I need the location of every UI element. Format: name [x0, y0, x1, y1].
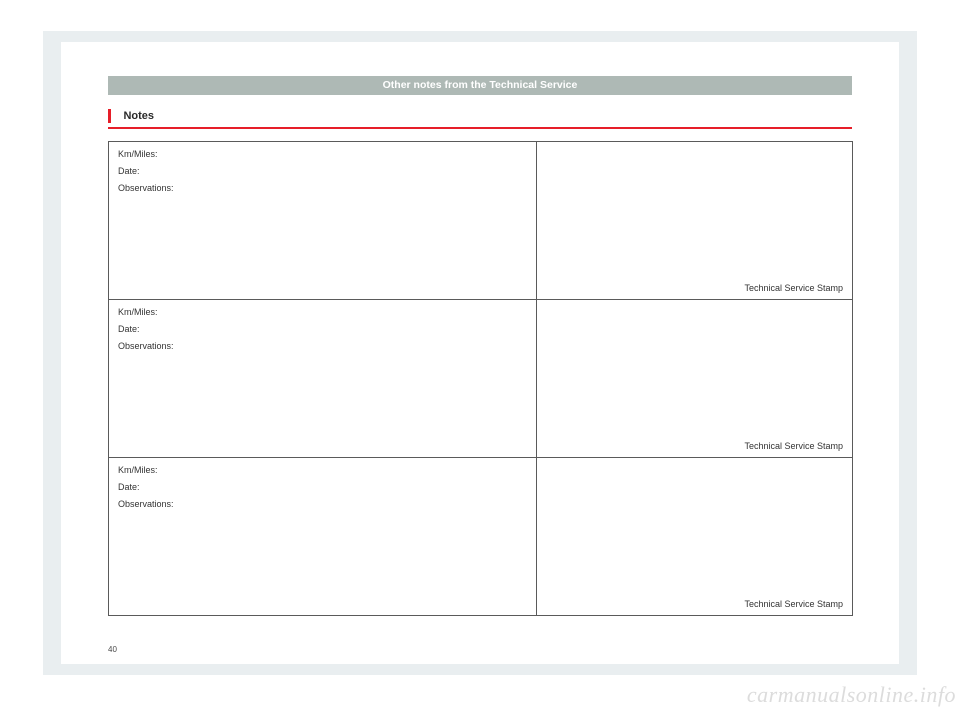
table-row: Km/Miles: Date: Observations: Technical …	[109, 142, 853, 300]
km-miles-label: Km/Miles:	[118, 465, 527, 475]
stamp-cell: Technical Service Stamp	[537, 142, 853, 300]
observations-label: Observations:	[118, 499, 527, 509]
stamp-label: Technical Service Stamp	[744, 283, 843, 293]
km-miles-label: Km/Miles:	[118, 149, 527, 159]
date-label: Date:	[118, 324, 527, 334]
stamp-cell: Technical Service Stamp	[537, 300, 853, 458]
watermark-text: carmanualsonline.info	[747, 682, 956, 708]
observations-label: Observations:	[118, 341, 527, 351]
table-row: Km/Miles: Date: Observations: Technical …	[109, 300, 853, 458]
stamp-label: Technical Service Stamp	[744, 599, 843, 609]
record-fields-cell: Km/Miles: Date: Observations:	[109, 142, 537, 300]
page-outer: Other notes from the Technical Service N…	[43, 31, 917, 675]
stamp-cell: Technical Service Stamp	[537, 458, 853, 616]
section-title: Notes	[123, 110, 154, 122]
page-number: 40	[108, 645, 117, 654]
record-fields-cell: Km/Miles: Date: Observations:	[109, 300, 537, 458]
page-header-bar: Other notes from the Technical Service	[108, 76, 852, 95]
date-label: Date:	[118, 482, 527, 492]
service-notes-table: Km/Miles: Date: Observations: Technical …	[108, 141, 853, 616]
section-accent-bar	[108, 109, 111, 123]
page-inner: Other notes from the Technical Service N…	[61, 42, 899, 664]
observations-label: Observations:	[118, 183, 527, 193]
table-row: Km/Miles: Date: Observations: Technical …	[109, 458, 853, 616]
section-title-row: Notes	[108, 107, 852, 129]
record-fields-cell: Km/Miles: Date: Observations:	[109, 458, 537, 616]
date-label: Date:	[118, 166, 527, 176]
stamp-label: Technical Service Stamp	[744, 441, 843, 451]
page-header-title: Other notes from the Technical Service	[383, 79, 578, 91]
km-miles-label: Km/Miles:	[118, 307, 527, 317]
